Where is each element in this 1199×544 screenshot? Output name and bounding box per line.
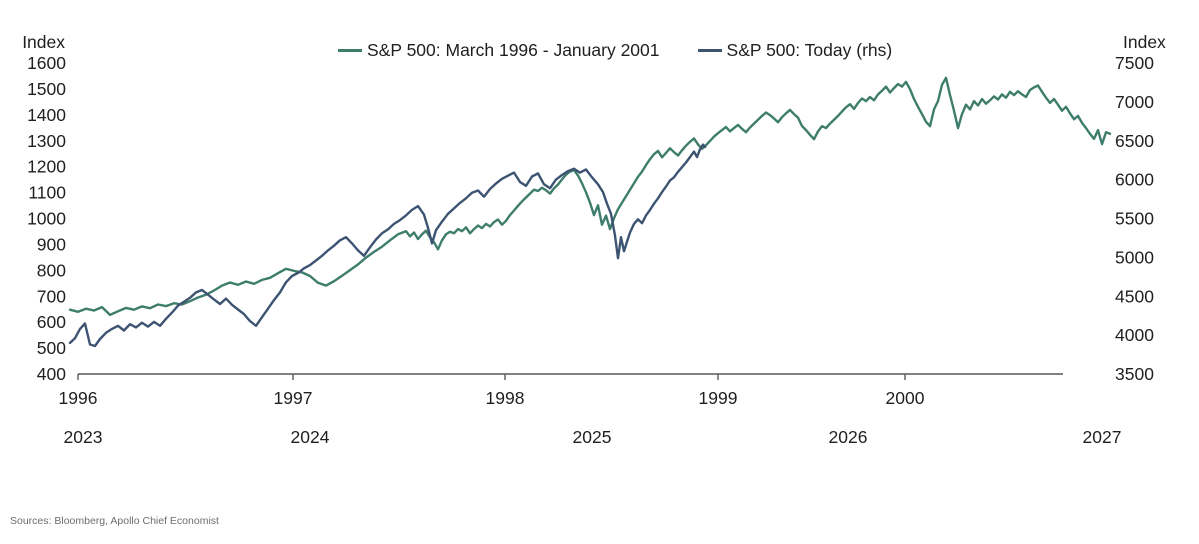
left-tick-label: 1300 <box>27 131 66 151</box>
legend-swatch <box>338 49 362 52</box>
year-label-bottom: 2026 <box>829 427 868 447</box>
right-tick-label: 6000 <box>1115 170 1154 190</box>
left-tick-label: 1000 <box>27 209 66 229</box>
left-tick-label: 900 <box>37 234 66 254</box>
series-line-green-1996 <box>68 76 1112 317</box>
left-tick-label: 1100 <box>28 183 66 203</box>
source-note: Sources: Bloomberg, Apollo Chief Economi… <box>10 515 219 527</box>
chart-legend: S&P 500: March 1996 - January 2001 S&P 50… <box>338 40 892 61</box>
left-tick-label: 1200 <box>27 157 66 177</box>
right-tick-label: 3500 <box>1115 364 1154 384</box>
right-axis-title: Index <box>1123 32 1166 52</box>
left-tick-label: 1400 <box>27 105 66 125</box>
right-tick-label: 6500 <box>1115 131 1154 151</box>
legend-swatch <box>697 49 722 52</box>
right-tick-label: 4000 <box>1115 325 1154 345</box>
left-tick-label: 700 <box>37 286 66 306</box>
right-tick-label: 5500 <box>1115 209 1154 229</box>
right-tick-label: 5000 <box>1115 247 1154 267</box>
year-label-top: 1997 <box>274 388 313 408</box>
year-label-top: 2000 <box>886 388 925 408</box>
left-tick-label: 800 <box>37 260 66 280</box>
year-label-bottom: 2024 <box>291 427 330 447</box>
legend-label: S&P 500: March 1996 - January 2001 <box>367 40 660 60</box>
year-label-bottom: 2025 <box>573 427 612 447</box>
right-tick-label: 7500 <box>1115 53 1154 73</box>
legend-item: S&P 500: Today (rhs) <box>697 40 893 61</box>
right-tick-label: 4500 <box>1115 286 1154 306</box>
left-tick-label: 500 <box>37 338 66 358</box>
year-label-bottom: 2023 <box>64 427 103 447</box>
year-label-top: 1998 <box>486 388 525 408</box>
left-tick-label: 400 <box>37 364 66 384</box>
left-tick-label: 1600 <box>27 53 66 73</box>
series-line-navy-today <box>68 143 707 348</box>
left-tick-label: 1500 <box>27 79 66 99</box>
left-tick-label: 600 <box>37 312 66 332</box>
year-label-top: 1999 <box>699 388 738 408</box>
year-label-bottom: 2027 <box>1083 427 1122 447</box>
legend-item: S&P 500: March 1996 - January 2001 <box>338 40 660 61</box>
year-label-top: 1996 <box>59 388 98 408</box>
left-axis-title: Index <box>22 32 65 52</box>
right-tick-label: 7000 <box>1115 92 1154 112</box>
legend-label: S&P 500: Today (rhs) <box>726 40 893 60</box>
